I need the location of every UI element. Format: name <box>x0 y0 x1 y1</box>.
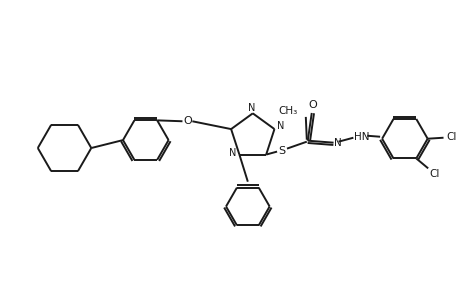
Text: Cl: Cl <box>445 132 456 142</box>
Text: N: N <box>333 138 341 148</box>
Text: N: N <box>228 148 235 158</box>
Text: CH₃: CH₃ <box>278 106 297 116</box>
Text: S: S <box>278 146 285 156</box>
Text: HN: HN <box>353 132 368 142</box>
Text: N: N <box>276 121 284 131</box>
Text: N: N <box>247 103 255 113</box>
Text: O: O <box>183 116 191 126</box>
Text: Cl: Cl <box>428 169 438 179</box>
Text: O: O <box>308 100 316 110</box>
